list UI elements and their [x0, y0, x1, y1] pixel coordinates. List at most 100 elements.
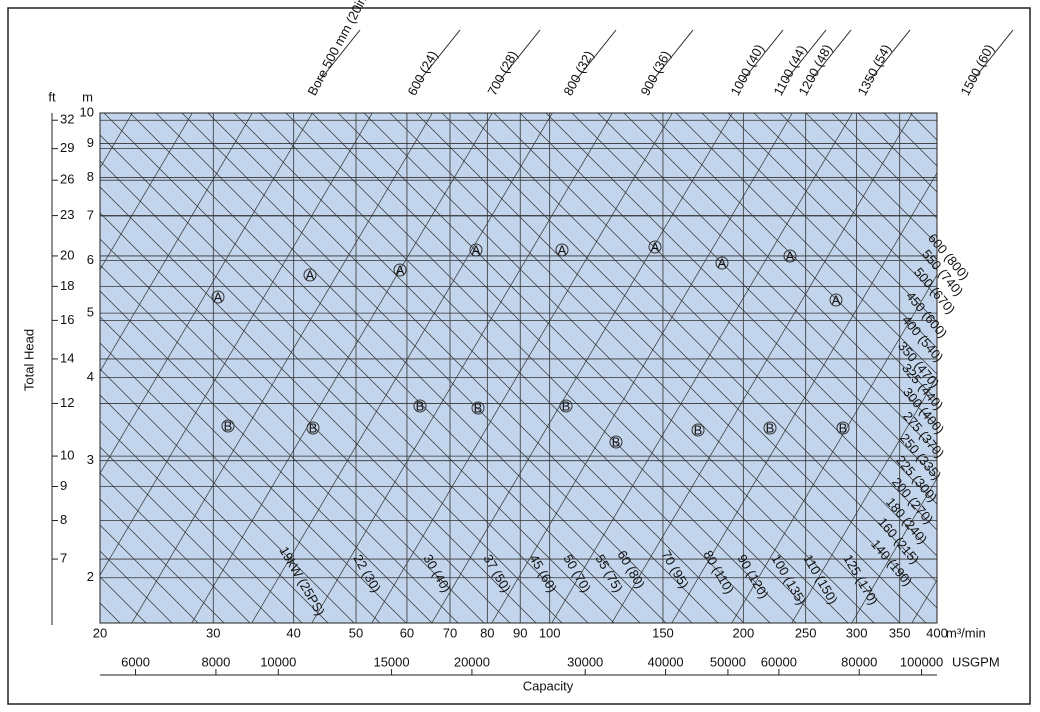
power-guide — [727, 113, 937, 323]
y-label: Total Head — [21, 329, 36, 391]
bore-leader — [810, 29, 852, 81]
y2-tick-label: 32 — [60, 112, 74, 127]
region-label: A — [786, 248, 795, 263]
y2-tick-label: 29 — [60, 140, 74, 155]
power-guide — [337, 113, 849, 623]
bore-label: Bore 500 mm (20in) — [304, 0, 371, 98]
speed-guide — [311, 113, 613, 623]
region-label: A — [718, 255, 727, 270]
power-guide — [311, 113, 823, 623]
x2-unit: USGPM — [952, 654, 1000, 669]
power-guide — [100, 446, 277, 623]
region-marker — [836, 421, 850, 435]
y2-tick-label: 10 — [60, 448, 74, 463]
bore-leader — [499, 29, 541, 81]
region-label: A — [558, 242, 567, 257]
bore-label: 1350 (54) — [854, 42, 893, 98]
power-guide — [100, 134, 589, 623]
region-marker — [648, 240, 662, 254]
power-guide — [779, 113, 937, 271]
y2-tick-label: 14 — [60, 350, 74, 365]
speed-guide — [791, 375, 937, 623]
bore-leader — [869, 29, 911, 81]
region-marker — [555, 243, 569, 257]
y2-tick-label: 9 — [60, 478, 67, 493]
y-tick-label: 5 — [87, 305, 94, 320]
x2-tick-label: 40000 — [648, 654, 684, 669]
power-guide — [100, 472, 251, 623]
power-guide — [857, 113, 937, 193]
power-guide — [493, 113, 937, 557]
x-tick-label: 200 — [732, 625, 754, 640]
speed-guide — [191, 113, 493, 623]
power-guide — [100, 212, 511, 623]
power-guide — [968, 93, 1040, 653]
power-guide — [155, 113, 667, 623]
x-label: Capacity — [523, 678, 574, 693]
power-guide — [942, 93, 1040, 653]
bore-label: 1500 (60) — [957, 42, 996, 98]
bore-leader — [742, 29, 784, 81]
y2-unit: ft — [48, 89, 56, 104]
speed-guide — [851, 477, 937, 623]
bore-label: 800 (32) — [560, 48, 596, 98]
speed-guide — [491, 113, 793, 623]
region-label: A — [396, 262, 405, 277]
region-label: A — [651, 239, 660, 254]
speed-guide — [671, 172, 937, 623]
x-unit: m³/min — [946, 625, 986, 640]
power-guide — [831, 113, 937, 219]
power-guide — [623, 113, 937, 427]
region-label: B — [224, 418, 233, 433]
region-marker — [715, 256, 729, 270]
power-guide — [129, 113, 641, 623]
x2-tick-label: 15000 — [373, 654, 409, 669]
y-unit: m — [82, 89, 93, 104]
speed-guide — [611, 113, 913, 623]
plot-area — [0, 93, 1040, 653]
power-guide — [100, 550, 173, 623]
region-marker — [559, 399, 573, 413]
power-guide — [415, 113, 927, 623]
region-label: B — [416, 398, 425, 413]
bore-leader — [972, 29, 1014, 81]
power-guide — [100, 498, 225, 623]
x-tick-label: 70 — [443, 625, 457, 640]
x2-tick-label: 10000 — [260, 654, 296, 669]
x2-tick-label: 80000 — [841, 654, 877, 669]
power-guide — [649, 113, 937, 401]
power-guide — [467, 113, 937, 583]
speed-guide — [100, 113, 313, 474]
region-marker — [609, 435, 623, 449]
speed-guide — [431, 113, 733, 623]
power-guide — [100, 342, 381, 623]
power-guide — [0, 93, 20, 653]
x-tick-label: 40 — [286, 625, 300, 640]
x-tick-label: 80 — [480, 625, 494, 640]
speed-guide — [100, 113, 253, 373]
power-guide — [0, 93, 98, 653]
power-guide — [571, 113, 937, 479]
power-guide — [597, 113, 937, 453]
region-marker — [306, 421, 320, 435]
bore-label: 1000 (40) — [727, 42, 766, 98]
x2-tick-label: 20000 — [454, 654, 490, 669]
power-guide — [441, 113, 937, 609]
region-marker — [303, 268, 317, 282]
y-tick-label: 6 — [87, 252, 94, 267]
bore-leader — [652, 29, 694, 81]
power-guide — [805, 113, 937, 245]
bore-label: 900 (36) — [637, 48, 673, 98]
x-tick-label: 50 — [349, 625, 363, 640]
y2-tick-label: 16 — [60, 312, 74, 327]
region-marker — [221, 419, 235, 433]
speed-guide — [731, 274, 937, 623]
speed-guide — [100, 113, 373, 576]
y2-tick-label: 23 — [60, 207, 74, 222]
region-label: B — [562, 398, 571, 413]
speed-guide — [100, 113, 193, 271]
region-marker — [763, 421, 777, 435]
y-tick-label: 3 — [87, 452, 94, 467]
region-marker — [413, 399, 427, 413]
